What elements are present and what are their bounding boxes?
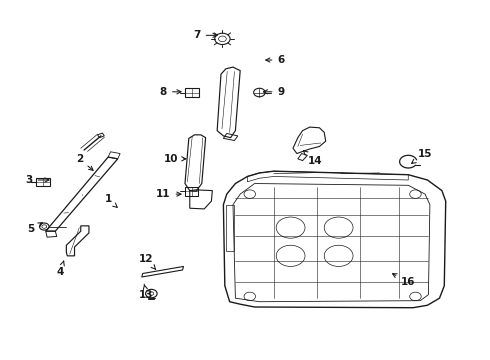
Text: 11: 11 (156, 189, 181, 199)
Text: 10: 10 (163, 154, 186, 164)
Text: 1: 1 (104, 194, 117, 207)
Text: 5: 5 (28, 222, 42, 234)
Text: 15: 15 (412, 149, 432, 163)
Text: 2: 2 (76, 154, 93, 170)
Text: 9: 9 (263, 87, 285, 97)
Text: 16: 16 (392, 274, 416, 287)
Text: 3: 3 (25, 175, 49, 185)
Text: 14: 14 (303, 151, 322, 166)
Text: 13: 13 (139, 284, 154, 300)
Text: 8: 8 (160, 87, 181, 97)
Text: 4: 4 (56, 261, 64, 277)
Text: 6: 6 (266, 55, 285, 65)
Text: 7: 7 (193, 30, 217, 40)
Text: 12: 12 (139, 255, 156, 269)
